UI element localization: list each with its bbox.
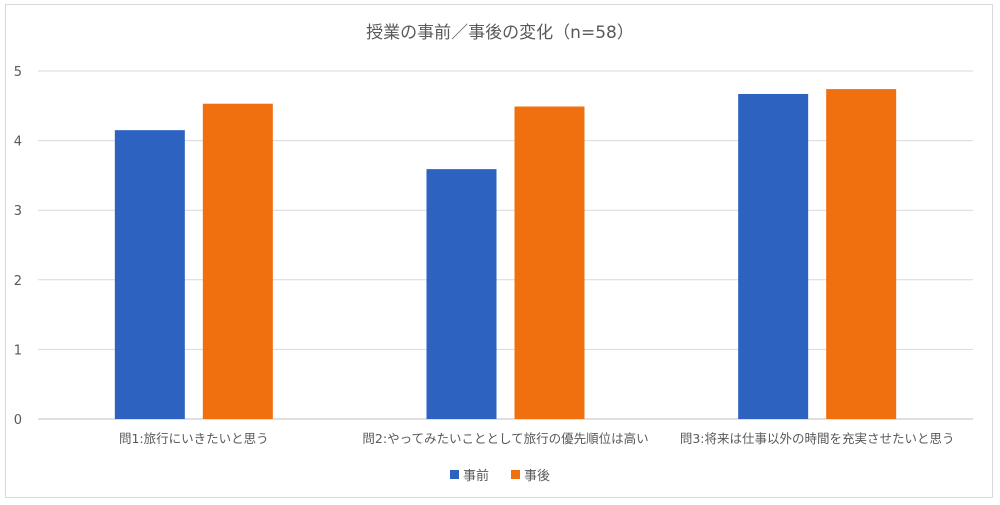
y-tick-label: 3 (14, 204, 22, 219)
bar-before (738, 93, 809, 419)
y-tick-label: 4 (14, 135, 22, 150)
y-tick-label: 1 (14, 343, 22, 358)
x-category-label: 問3:将来は仕事以外の時間を充実させたいと思う (680, 431, 955, 446)
chart-title: 授業の事前／事後の変化（n=58） (366, 23, 634, 43)
bar-after (202, 103, 273, 419)
legend-swatch-before (449, 470, 459, 479)
legend-label-before: 事前 (462, 469, 489, 484)
x-category-label: 問1:旅行にいきたいと思う (119, 431, 269, 446)
legend-label-after: 事後 (524, 469, 551, 484)
x-category-label: 問2:やってみたいこととして旅行の優先順位は高い (362, 431, 648, 446)
bar-after (826, 89, 897, 419)
bar-after (514, 106, 585, 419)
bar-before (426, 169, 497, 419)
y-tick-label: 5 (14, 65, 22, 80)
legend-item-after: 事後 (511, 465, 550, 484)
y-tick-label: 2 (14, 274, 22, 289)
legend-swatch-after (511, 470, 520, 479)
legend-item-before: 事前 (449, 465, 489, 484)
chart-legend: 事前 事後 (0, 465, 1000, 484)
bar-before (114, 130, 185, 419)
y-tick-label: 0 (14, 413, 22, 428)
